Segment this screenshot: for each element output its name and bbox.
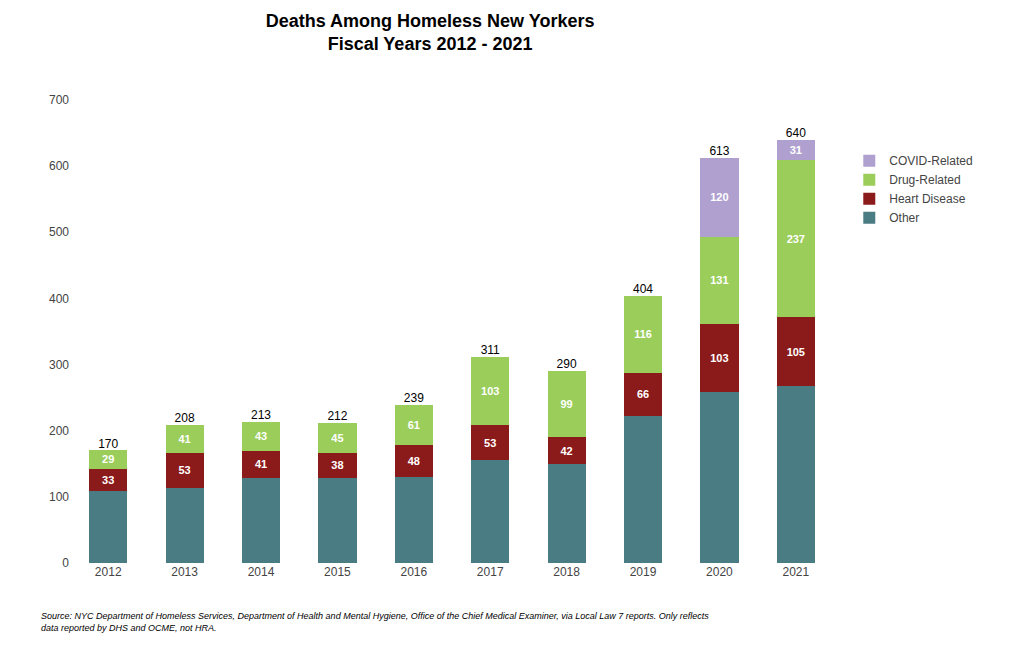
svg-text:311: 311 — [481, 343, 500, 357]
svg-text:38: 38 — [331, 459, 343, 471]
svg-text:100: 100 — [49, 490, 69, 504]
svg-text:61: 61 — [408, 419, 420, 431]
svg-text:2018: 2018 — [553, 565, 580, 579]
svg-text:105: 105 — [787, 346, 805, 358]
svg-text:2017: 2017 — [477, 565, 504, 579]
svg-text:Source: NYC Department of Home: Source: NYC Department of Homeless Servi… — [41, 611, 709, 633]
svg-text:31: 31 — [790, 144, 802, 156]
svg-text:200: 200 — [49, 424, 69, 438]
svg-text:237: 237 — [787, 233, 805, 245]
svg-text:213: 213 — [251, 408, 271, 422]
svg-text:208: 208 — [175, 411, 195, 425]
svg-text:290: 290 — [557, 357, 577, 371]
svg-text:500: 500 — [49, 225, 69, 239]
svg-text:120: 120 — [710, 191, 728, 203]
svg-text:41: 41 — [178, 433, 190, 445]
svg-text:Deaths Among Homeless New York: Deaths Among Homeless New YorkersFiscal … — [266, 11, 595, 54]
svg-text:300: 300 — [49, 358, 69, 372]
svg-text:45: 45 — [331, 432, 343, 444]
svg-text:170: 170 — [98, 437, 118, 451]
svg-text:0: 0 — [62, 556, 69, 570]
svg-text:53: 53 — [484, 437, 496, 449]
svg-text:Other: Other — [889, 211, 919, 225]
svg-text:613: 613 — [709, 144, 729, 158]
svg-text:43: 43 — [255, 430, 267, 442]
svg-text:53: 53 — [178, 464, 190, 476]
svg-text:103: 103 — [710, 352, 728, 364]
svg-text:131: 131 — [710, 274, 728, 286]
svg-text:2016: 2016 — [400, 565, 427, 579]
svg-text:33: 33 — [102, 474, 114, 486]
svg-text:2014: 2014 — [248, 565, 275, 579]
svg-text:2021: 2021 — [782, 565, 809, 579]
svg-text:Heart Disease: Heart Disease — [889, 192, 965, 206]
svg-text:48: 48 — [408, 455, 420, 467]
svg-text:66: 66 — [637, 388, 649, 400]
svg-text:2020: 2020 — [706, 565, 733, 579]
svg-text:700: 700 — [49, 93, 69, 107]
svg-text:29: 29 — [102, 453, 114, 465]
svg-text:99: 99 — [560, 398, 572, 410]
svg-text:212: 212 — [327, 409, 347, 423]
svg-text:2012: 2012 — [95, 565, 122, 579]
svg-text:2013: 2013 — [171, 565, 198, 579]
svg-text:400: 400 — [49, 292, 69, 306]
svg-text:2015: 2015 — [324, 565, 351, 579]
svg-text:41: 41 — [255, 458, 267, 470]
svg-text:116: 116 — [634, 328, 652, 340]
svg-text:239: 239 — [404, 391, 424, 405]
svg-text:42: 42 — [560, 445, 572, 457]
svg-text:404: 404 — [633, 282, 653, 296]
svg-text:640: 640 — [786, 126, 806, 140]
svg-text:Drug-Related: Drug-Related — [889, 173, 960, 187]
svg-text:600: 600 — [49, 159, 69, 173]
svg-text:103: 103 — [481, 385, 499, 397]
svg-text:2019: 2019 — [630, 565, 657, 579]
svg-text:COVID-Related: COVID-Related — [889, 154, 972, 168]
